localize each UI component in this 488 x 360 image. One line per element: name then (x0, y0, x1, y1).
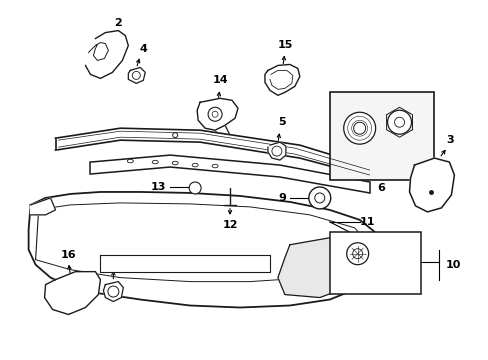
Text: 3: 3 (446, 135, 453, 145)
Text: 8: 8 (395, 152, 403, 162)
Text: 12: 12 (222, 220, 237, 230)
FancyBboxPatch shape (329, 232, 421, 293)
Text: 1: 1 (347, 139, 355, 149)
Circle shape (343, 112, 375, 144)
Circle shape (346, 243, 368, 265)
Text: 11: 11 (359, 217, 375, 227)
Text: 9: 9 (277, 193, 285, 203)
Text: 17: 17 (105, 255, 121, 265)
Ellipse shape (172, 161, 178, 165)
Text: 2: 2 (114, 18, 122, 28)
Circle shape (271, 146, 281, 156)
Polygon shape (277, 238, 364, 298)
Ellipse shape (192, 163, 198, 167)
Text: 15: 15 (277, 40, 292, 50)
Circle shape (387, 110, 411, 134)
Circle shape (212, 111, 218, 117)
Circle shape (189, 182, 201, 194)
Polygon shape (44, 272, 100, 315)
Text: 7: 7 (353, 152, 361, 162)
Polygon shape (128, 67, 145, 84)
Polygon shape (197, 98, 238, 130)
Polygon shape (264, 64, 299, 95)
Polygon shape (85, 31, 128, 78)
Ellipse shape (212, 164, 218, 168)
Text: 16: 16 (61, 250, 76, 260)
Polygon shape (267, 142, 285, 160)
Polygon shape (31, 198, 56, 215)
Circle shape (353, 122, 365, 134)
Polygon shape (29, 192, 377, 307)
Text: 5: 5 (278, 117, 285, 127)
Text: 10: 10 (445, 260, 460, 270)
Circle shape (308, 187, 330, 209)
Circle shape (314, 193, 324, 203)
Text: 4: 4 (139, 44, 147, 54)
Text: 14: 14 (212, 75, 227, 85)
Text: 6: 6 (377, 183, 385, 193)
Circle shape (132, 71, 140, 80)
Polygon shape (408, 158, 453, 212)
FancyBboxPatch shape (329, 92, 433, 180)
Circle shape (208, 107, 222, 121)
Circle shape (394, 117, 404, 127)
Polygon shape (100, 255, 269, 272)
Polygon shape (56, 128, 374, 178)
Circle shape (352, 249, 362, 259)
Polygon shape (103, 282, 123, 302)
Ellipse shape (152, 160, 158, 164)
Polygon shape (90, 155, 369, 193)
Text: 13: 13 (150, 182, 165, 192)
Circle shape (108, 286, 119, 297)
Circle shape (172, 133, 177, 138)
Ellipse shape (127, 159, 133, 163)
